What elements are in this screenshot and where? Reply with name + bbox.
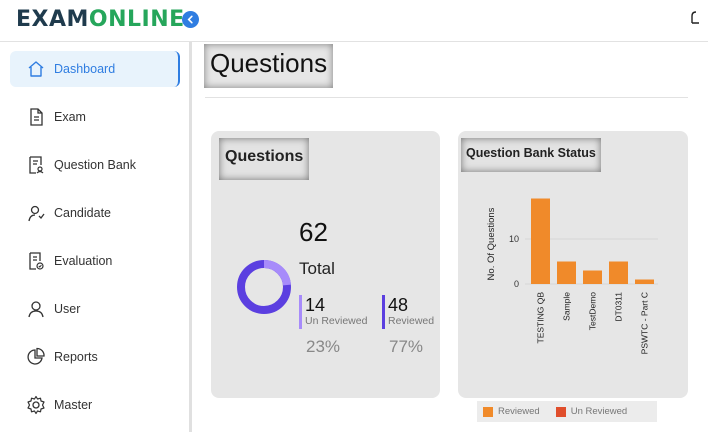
- x-tick-label: PSWTC - Part C: [640, 292, 650, 354]
- question-bank-bar-chart: 0 10 No. Of Questions TESTING QB Sample TestD…: [486, 198, 658, 354]
- reviewed-count: 48: [388, 295, 409, 315]
- sidebar-item-exam[interactable]: Exam: [10, 99, 180, 135]
- sidebar-item-label: Master: [54, 398, 93, 412]
- document-icon: [26, 107, 46, 127]
- question-bank-icon: [26, 155, 46, 175]
- pie-chart-icon: [26, 347, 46, 367]
- sidebar-item-label: Evaluation: [54, 254, 113, 268]
- card-title: Question Bank Status: [461, 138, 601, 172]
- legend-swatch: [555, 406, 566, 417]
- sidebar-item-user[interactable]: User: [10, 291, 180, 327]
- legend-item-unreviewed[interactable]: Un Reviewed: [555, 406, 628, 417]
- chevron-left-icon: [187, 15, 193, 24]
- x-tick-label: Sample: [562, 292, 572, 321]
- unreviewed-percent: 23%: [306, 337, 341, 356]
- sidebar-item-label: User: [54, 302, 81, 316]
- reviewed-color-bar: [382, 295, 385, 329]
- x-tick-label: TestDemo: [588, 292, 598, 331]
- gear-icon: [26, 395, 46, 415]
- reviewed-label: Reviewed: [388, 315, 435, 327]
- bar-reviewed[interactable]: [531, 198, 550, 285]
- chart-legend: Reviewed Un Reviewed: [477, 401, 657, 422]
- x-tick-label: DT0311: [614, 292, 624, 322]
- sidebar: Dashboard Exam Question Bank Candidate E…: [0, 42, 192, 432]
- question-bank-status-card: Question Bank Status 0 10 No. Of Questions…: [458, 131, 688, 398]
- notification-icon[interactable]: [690, 10, 700, 26]
- bar-reviewed[interactable]: [557, 261, 576, 285]
- y-tick-label: 0: [514, 279, 519, 289]
- sidebar-item-label: Question Bank: [54, 158, 136, 172]
- review-donut-chart: [237, 259, 291, 314]
- sidebar-item-evaluation[interactable]: Evaluation: [10, 243, 180, 279]
- user-icon: [26, 299, 46, 319]
- donut-unreviewed-arc: [263, 259, 291, 286]
- page-title: Questions: [204, 44, 334, 88]
- sidebar-item-label: Reports: [54, 350, 98, 364]
- bar-reviewed[interactable]: [609, 261, 628, 285]
- home-icon: [26, 59, 46, 79]
- total-count: 62: [299, 217, 328, 247]
- legend-swatch: [483, 406, 493, 417]
- sidebar-item-candidate[interactable]: Candidate: [10, 195, 180, 231]
- evaluation-icon: [26, 251, 46, 271]
- y-axis-label: No. Of Questions: [486, 207, 497, 280]
- unreviewed-label: Un Reviewed: [305, 315, 368, 327]
- bar-reviewed[interactable]: [583, 270, 602, 285]
- title-divider: [205, 97, 688, 98]
- reviewed-stat: 48 Reviewed: [382, 295, 434, 329]
- legend-item-reviewed[interactable]: Reviewed: [483, 406, 540, 417]
- brand-part-exam: EXAM: [16, 7, 89, 32]
- y-tick-label: 10: [509, 234, 519, 244]
- legend-label: Reviewed: [498, 406, 540, 417]
- sidebar-item-master[interactable]: Master: [10, 387, 180, 423]
- sidebar-item-label: Candidate: [54, 206, 111, 220]
- collapse-sidebar-button[interactable]: [182, 11, 199, 28]
- brand-part-online: ONLINE: [88, 7, 185, 32]
- legend-label: Un Reviewed: [570, 406, 628, 417]
- unreviewed-color-bar: [299, 295, 302, 329]
- sidebar-item-label: Exam: [54, 110, 86, 124]
- card-title: Questions: [219, 138, 310, 180]
- questions-summary-card: Questions 62 Total 14 Un Reviewed 48 Rev…: [211, 131, 440, 398]
- bar-reviewed[interactable]: [635, 279, 654, 285]
- sidebar-item-label: Dashboard: [54, 62, 116, 76]
- top-bar: EXAMONLINE: [0, 0, 708, 42]
- brand-logo[interactable]: EXAMONLINE: [16, 7, 185, 32]
- unreviewed-stat: 14 Un Reviewed: [299, 295, 367, 329]
- sidebar-item-dashboard[interactable]: Dashboard: [10, 51, 180, 87]
- sidebar-item-reports[interactable]: Reports: [10, 339, 180, 375]
- reviewed-percent: 77%: [389, 337, 424, 356]
- candidate-icon: [26, 203, 46, 223]
- unreviewed-count: 14: [305, 295, 326, 315]
- x-tick-label: TESTING QB: [536, 292, 546, 344]
- total-label: Total: [299, 259, 335, 278]
- sidebar-item-question-bank[interactable]: Question Bank: [10, 147, 180, 183]
